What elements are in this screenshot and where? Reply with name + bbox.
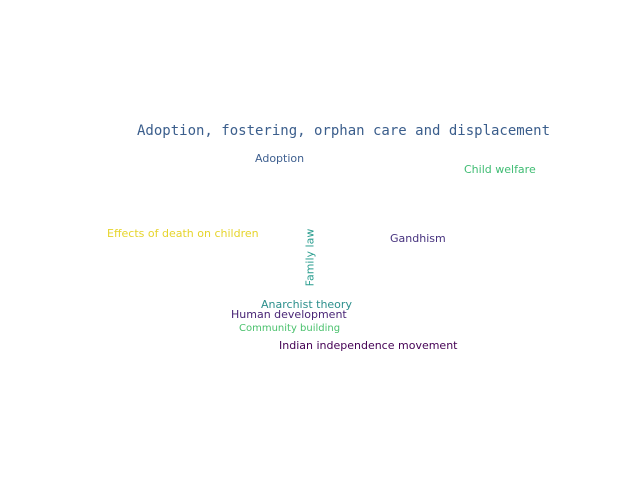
word-adoption-fostering: Adoption, fostering, orphan care and dis…: [137, 123, 551, 139]
word-effects-of-death: Effects of death on children: [107, 227, 259, 240]
word-gandhism: Gandhism: [390, 232, 446, 245]
word-family-law: Family law: [303, 228, 317, 287]
word-anarchist-theory: Anarchist theory: [261, 298, 352, 311]
word-human-development: Human development: [231, 308, 347, 321]
word-adoption: Adoption: [255, 152, 305, 165]
word-indian-independence: Indian independence movement: [279, 339, 458, 352]
word-child-welfare: Child welfare: [464, 163, 536, 176]
word-community-building: Community building: [239, 323, 341, 334]
